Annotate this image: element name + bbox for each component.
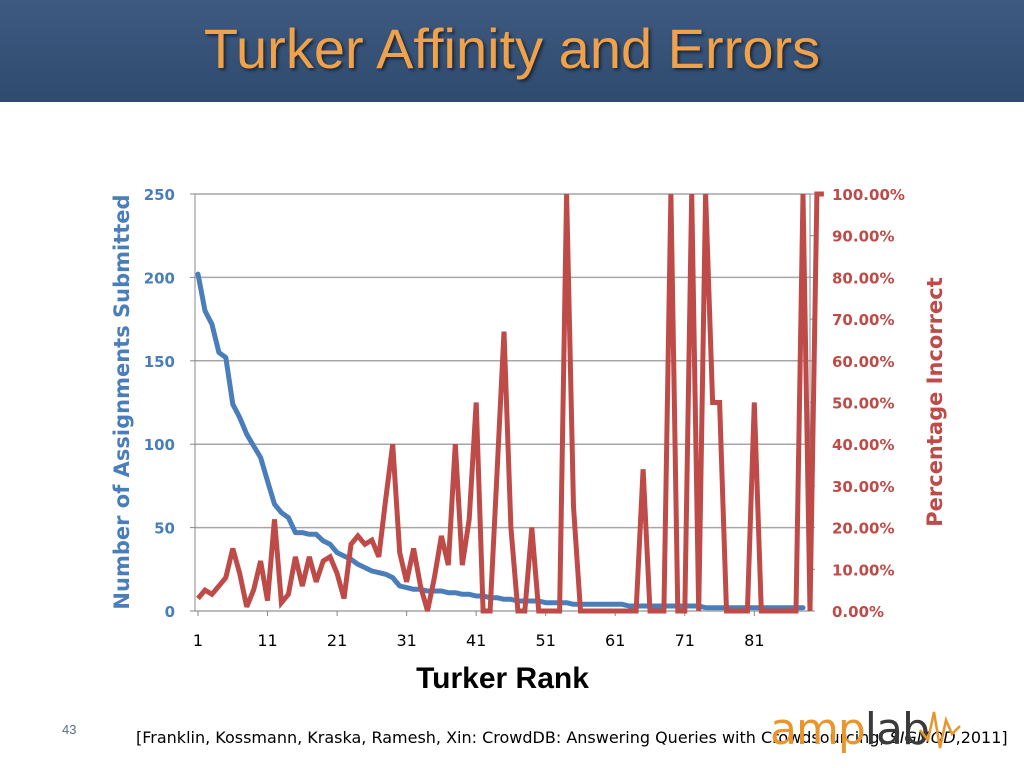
- right-tick-label: 10.00%: [832, 561, 894, 579]
- x-tick-label: 81: [744, 631, 764, 650]
- citation-suffix: ,2011]: [955, 728, 1008, 747]
- series-line-assignments: [195, 271, 806, 611]
- left-tick-label: 200: [144, 269, 175, 287]
- y-axis-title: Number of Assignments Submitted: [110, 194, 134, 609]
- slide-title: Turker Affinity and Errors: [203, 17, 821, 80]
- citation-prefix: [Franklin, Kossmann, Kraska, Ramesh, Xin…: [136, 728, 890, 747]
- x-tick-label: 51: [536, 631, 556, 650]
- x-tick-label: 41: [466, 631, 486, 650]
- title-bar: Turker Affinity and Errors: [0, 0, 1024, 102]
- amplab-logo: amplab: [770, 700, 970, 760]
- x-tick-label: 31: [396, 631, 416, 650]
- x-axis-title: Turker Rank: [416, 662, 589, 695]
- slide-number: 43: [62, 722, 77, 737]
- logo-text: amplab: [770, 704, 930, 755]
- left-tick-label: 250: [144, 186, 175, 204]
- x-tick-label: 71: [675, 631, 695, 650]
- right-tick-label: 0.00%: [832, 603, 884, 621]
- left-tick-label: 50: [154, 520, 175, 538]
- logo-lab: lab: [864, 704, 930, 755]
- left-tick-label: 100: [144, 436, 175, 454]
- right-tick-label: 100.00%: [832, 186, 905, 204]
- right-tick-label: 50.00%: [832, 395, 894, 413]
- series-line-incorrect: [196, 191, 824, 614]
- right-tick-label: 70.00%: [832, 311, 894, 329]
- right-tick-label: 20.00%: [832, 520, 894, 538]
- x-tick-label: 1: [193, 631, 203, 650]
- right-tick-label: 90.00%: [832, 228, 894, 246]
- right-tick-label: 30.00%: [832, 478, 894, 496]
- x-tick-label: 21: [327, 631, 347, 650]
- x-tick-label: 11: [257, 631, 277, 650]
- logo-wave: [919, 711, 961, 749]
- logo-amp: amp: [770, 704, 866, 755]
- left-tick-label: 150: [144, 353, 175, 371]
- y2-axis-title: Percentage Incorrect: [923, 277, 947, 527]
- citation: [Franklin, Kossmann, Kraska, Ramesh, Xin…: [136, 728, 1008, 747]
- left-tick-label: 0: [165, 603, 175, 621]
- x-tick-label: 61: [605, 631, 625, 650]
- right-tick-label: 60.00%: [832, 353, 894, 371]
- right-tick-label: 80.00%: [832, 269, 894, 287]
- right-tick-label: 40.00%: [832, 436, 894, 454]
